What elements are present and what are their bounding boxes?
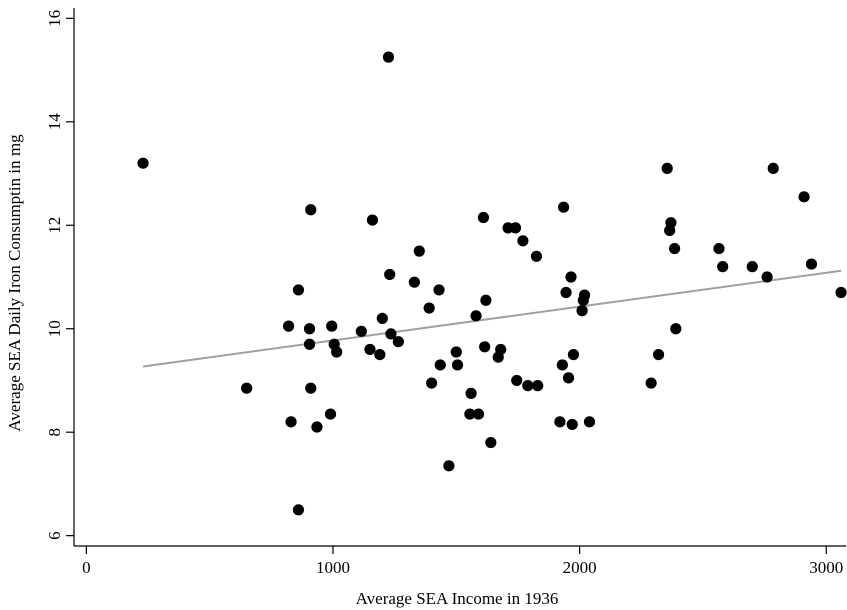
data-point [292, 504, 305, 516]
data-point [374, 348, 386, 361]
x-tick-label: 2000 [563, 558, 597, 577]
data-point [364, 343, 376, 356]
data-point [384, 268, 396, 281]
data-point [767, 162, 779, 174]
data-point [282, 320, 295, 332]
data-point [451, 359, 464, 371]
data-point [746, 261, 758, 273]
data-point [517, 235, 529, 247]
data-point [661, 162, 673, 174]
x-tick-label: 0 [82, 558, 91, 577]
data-point [532, 380, 544, 392]
fitted-line [142, 269, 842, 368]
data-point [805, 258, 818, 270]
data-point [717, 261, 729, 273]
data-point [385, 328, 397, 340]
data-point [835, 286, 847, 299]
data-point [576, 305, 588, 317]
data-point [465, 387, 477, 399]
data-point [509, 222, 522, 234]
fit-line-layer [142, 269, 842, 368]
data-point [511, 374, 523, 387]
data-point [477, 211, 490, 224]
x-tick-label: 1000 [316, 558, 350, 577]
y-axis-ticks: 6 8 10 12 14 16 [45, 10, 74, 540]
data-point [495, 343, 507, 356]
data-point [305, 204, 317, 216]
data-point [798, 191, 810, 203]
data-point [583, 416, 596, 428]
data-point [426, 377, 438, 389]
data-point [355, 325, 367, 337]
data-points-layer [137, 51, 847, 516]
data-point [557, 201, 570, 213]
y-tick-label: 12 [45, 217, 64, 234]
data-point [479, 341, 491, 353]
data-point [303, 338, 316, 350]
data-point [450, 346, 462, 358]
data-point [413, 245, 425, 257]
y-tick-label: 10 [45, 320, 64, 337]
data-point [668, 242, 681, 255]
data-point [480, 294, 492, 306]
data-point [285, 416, 297, 428]
data-point [560, 286, 572, 299]
y-tick-label: 16 [45, 10, 64, 27]
data-point [554, 416, 566, 428]
data-point [331, 346, 343, 358]
x-axis-title: Average SEA Income in 1936 [356, 589, 559, 608]
y-tick-label: 8 [45, 428, 64, 437]
data-point [305, 382, 317, 394]
data-point [670, 323, 682, 335]
data-point [652, 348, 665, 361]
data-point [382, 51, 395, 63]
data-point [423, 302, 435, 314]
data-point [326, 320, 338, 332]
y-axis-title: Average SEA Daily Iron Consumptin in mg [5, 134, 24, 432]
data-point [665, 217, 677, 229]
data-point [464, 408, 476, 420]
data-point [392, 336, 404, 348]
data-point [408, 276, 420, 288]
data-point [578, 289, 591, 301]
data-point [566, 418, 578, 431]
data-point [713, 242, 725, 255]
data-point [522, 380, 534, 392]
data-point [366, 214, 379, 226]
data-point [292, 284, 305, 296]
data-point [324, 408, 337, 420]
data-point [470, 310, 482, 322]
data-point [472, 408, 485, 420]
x-tick-label: 3000 [809, 558, 843, 577]
data-point [530, 250, 543, 262]
data-point [485, 436, 497, 449]
data-point [761, 271, 773, 283]
data-point [303, 323, 316, 335]
data-point [565, 271, 577, 283]
data-point [567, 348, 580, 361]
data-point [433, 284, 445, 296]
data-point [241, 382, 253, 394]
data-point [443, 460, 455, 472]
y-tick-label: 14 [45, 113, 64, 131]
data-point [311, 421, 323, 433]
data-point [556, 359, 568, 371]
x-axis-ticks: 0 1000 2000 3000 [82, 546, 843, 577]
data-point [562, 372, 575, 384]
y-tick-label: 6 [45, 531, 64, 540]
data-point [376, 312, 388, 324]
data-point [137, 157, 149, 169]
data-point [434, 359, 446, 371]
data-point [645, 377, 657, 389]
